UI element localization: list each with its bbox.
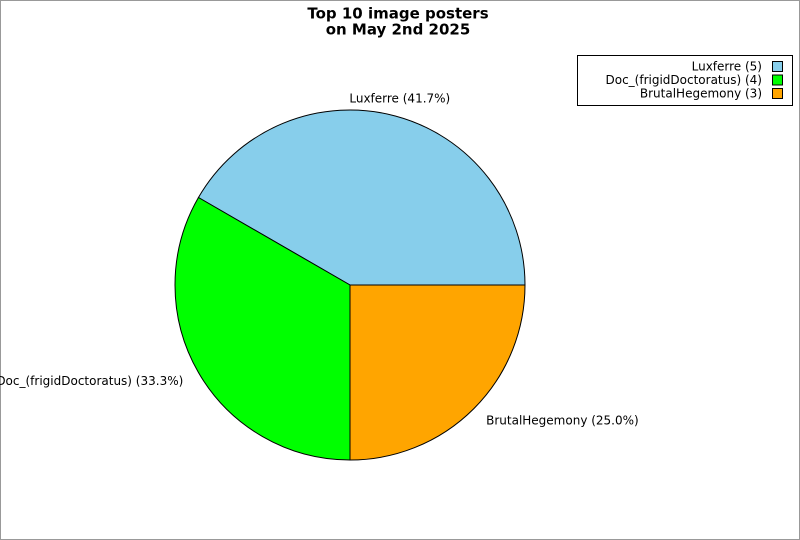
legend-swatch xyxy=(772,74,783,86)
chart-title: Top 10 image posters xyxy=(307,5,488,23)
pie-slice xyxy=(174,196,351,461)
slice-label: Doc_(frigidDoctoratus) (33.3%) xyxy=(0,374,183,388)
legend-swatch xyxy=(772,88,783,99)
pie-slice xyxy=(349,284,526,461)
slice-label: Luxferre (41.7%) xyxy=(349,92,450,106)
pie-slice xyxy=(197,109,526,286)
legend-swatch xyxy=(772,61,783,72)
legend-label: Doc_(frigidDoctoratus) (4) xyxy=(606,73,763,87)
legend-label: BrutalHegemony (3) xyxy=(640,87,762,101)
slice-label: BrutalHegemony (25.0%) xyxy=(486,414,639,428)
legend-label: Luxferre (5) xyxy=(692,60,762,74)
legend-box xyxy=(577,55,793,106)
chart-title: on May 2nd 2025 xyxy=(326,21,471,39)
